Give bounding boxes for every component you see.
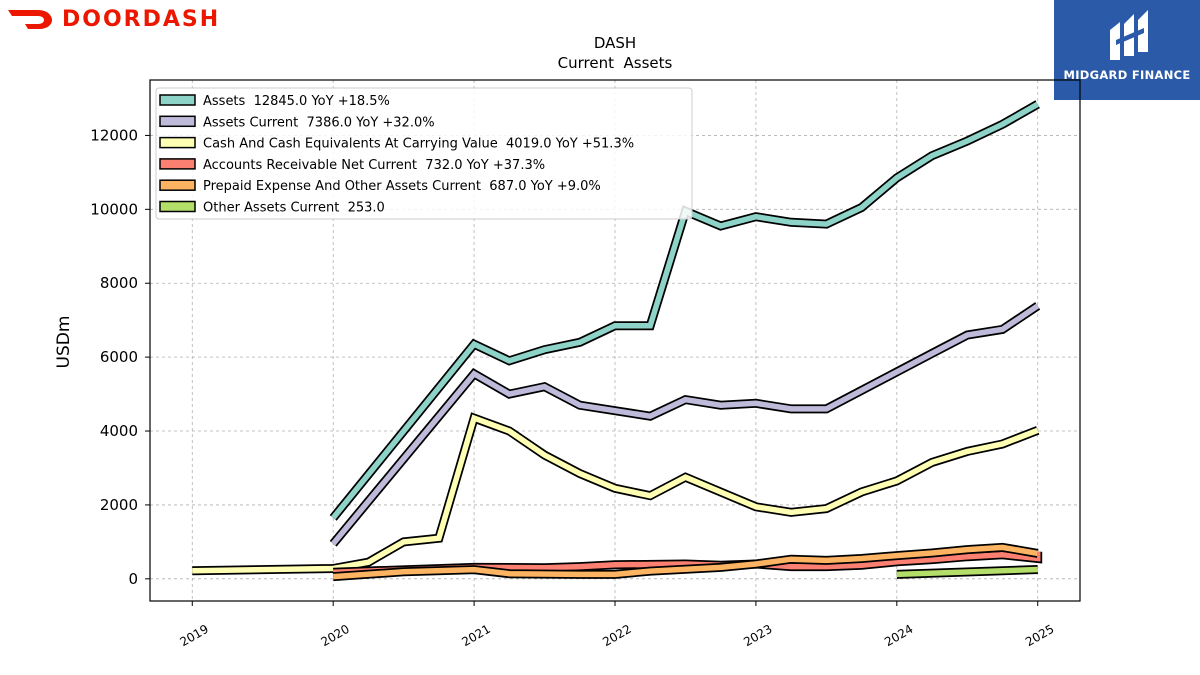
- legend-label: Assets Current 7386.0 YoY +32.0%: [203, 115, 435, 130]
- y-tick-label: 4000: [100, 422, 138, 440]
- legend-swatch: [159, 94, 196, 106]
- y-axis-ticks: 0 2000 4000 6000 8000 10000 12000: [90, 126, 150, 588]
- legend-swatch: [159, 115, 196, 128]
- legend-swatch: [159, 158, 196, 170]
- series-line: [896, 566, 1038, 578]
- y-tick-label: 8000: [100, 274, 138, 292]
- legend-swatch: [159, 200, 196, 213]
- x-tick-label: 2023: [741, 622, 774, 649]
- doordash-wordmark: DOORDASH: [62, 6, 221, 32]
- midgard-wordmark: MIDGARD FINANCE: [1063, 68, 1191, 82]
- legend: Assets 12845.0 YoY +18.5% Assets Current …: [155, 87, 693, 220]
- legend-swatch: [159, 179, 196, 191]
- doordash-logo: DOORDASH: [6, 4, 220, 34]
- chart-title: DASH: [594, 34, 636, 52]
- x-tick-label: 2022: [600, 622, 633, 649]
- x-tick-label: 2021: [459, 622, 492, 649]
- doordash-icon: [8, 10, 52, 29]
- y-tick-label: 10000: [90, 200, 138, 218]
- legend-label: Other Assets Current 253.0: [203, 201, 385, 216]
- series-4: [333, 550, 1043, 577]
- chart-subtitle: Current Assets: [558, 54, 673, 72]
- x-tick-label: 2024: [882, 622, 915, 649]
- x-tick-label: 2025: [1023, 622, 1056, 649]
- y-tick-label: 0: [128, 570, 138, 588]
- legend-label: Cash And Cash Equivalents At Carrying Va…: [203, 137, 634, 152]
- series-line: [331, 101, 1040, 520]
- legend-swatch: [159, 136, 196, 149]
- x-tick-label: 2019: [178, 622, 211, 649]
- series-5: [332, 542, 1039, 582]
- series-1: [329, 100, 1040, 521]
- y-axis-label: USDm: [54, 316, 74, 369]
- series-6: [896, 565, 1038, 579]
- legend-label: Prepaid Expense And Other Assets Current…: [203, 179, 601, 194]
- series-2: [329, 302, 1041, 547]
- legend-box: [155, 87, 693, 220]
- midgard-icon: [1110, 10, 1148, 60]
- series-line: [331, 303, 1040, 546]
- y-tick-label: 6000: [100, 348, 138, 366]
- y-tick-label: 2000: [100, 496, 138, 514]
- x-tick-label: 2020: [318, 622, 351, 649]
- legend-label: Assets 12845.0 YoY +18.5%: [203, 94, 390, 109]
- series-line: [333, 551, 1041, 575]
- legend-label: Accounts Receivable Net Current 732.0 Yo…: [203, 158, 545, 173]
- y-tick-label: 12000: [90, 126, 138, 144]
- series-line-outline: [329, 302, 1041, 547]
- series-line: [192, 414, 1039, 574]
- x-axis-ticks: 2019 2020 2021 2022 2023 2024 2025: [178, 601, 1056, 649]
- midgard-finance-logo: MIDGARD FINANCE: [1054, 0, 1200, 100]
- series-line: [333, 544, 1039, 580]
- series-3: [192, 412, 1040, 576]
- series-lines: [192, 100, 1043, 582]
